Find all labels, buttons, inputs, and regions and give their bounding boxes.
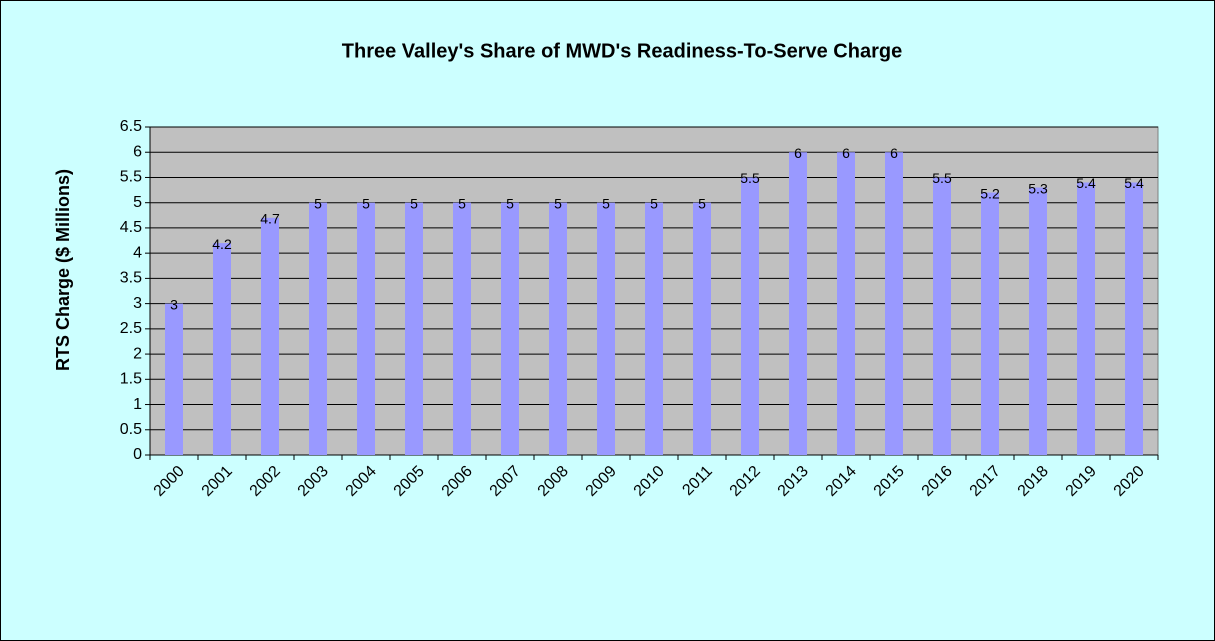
- chart-title: Three Valley's Share of MWD's Readiness-…: [342, 40, 902, 62]
- data-label: 5: [554, 195, 562, 211]
- y-tick-label: 5: [133, 194, 142, 211]
- bar: [693, 202, 711, 455]
- bar: [597, 202, 615, 455]
- y-tick-label: 5.5: [120, 169, 142, 186]
- bar: [213, 243, 231, 455]
- y-tick-label: 3: [133, 295, 142, 312]
- y-tick-label: 2.5: [120, 320, 142, 337]
- bar: [1125, 182, 1143, 455]
- bar: [453, 202, 471, 455]
- bar: [549, 202, 567, 455]
- data-label: 6: [842, 145, 850, 161]
- bar: [789, 152, 807, 455]
- bar: [357, 202, 375, 455]
- bar: [1029, 187, 1047, 456]
- data-label: 3: [170, 296, 178, 312]
- bar: [1077, 182, 1095, 455]
- bar: [741, 177, 759, 455]
- bar: [165, 303, 183, 455]
- bar: [885, 152, 903, 455]
- y-axis-label: RTS Charge ($ Millions): [53, 169, 73, 371]
- data-label: 5.4: [1124, 175, 1144, 191]
- bar: [309, 202, 327, 455]
- y-tick-label: 0.5: [120, 421, 142, 438]
- y-tick-label: 6.5: [120, 118, 142, 135]
- data-label: 6: [890, 145, 898, 161]
- data-label: 5: [602, 195, 610, 211]
- data-label: 5.5: [932, 170, 952, 186]
- data-label: 4.7: [260, 211, 280, 227]
- bar: [501, 202, 519, 455]
- bar: [837, 152, 855, 455]
- y-tick-label: 3.5: [120, 270, 142, 287]
- y-tick-label: 4: [133, 244, 142, 261]
- data-label: 5.2: [980, 185, 1000, 201]
- data-label: 5: [410, 195, 418, 211]
- y-tick-label: 1.5: [120, 371, 142, 388]
- data-label: 5: [506, 195, 514, 211]
- y-tick-label: 2: [133, 345, 142, 362]
- data-label: 5: [650, 195, 658, 211]
- data-label: 5: [698, 195, 706, 211]
- bar: [933, 177, 951, 455]
- data-label: 5.4: [1076, 175, 1096, 191]
- data-label: 5.3: [1028, 180, 1048, 196]
- y-tick-label: 6: [133, 143, 142, 160]
- data-label: 6: [794, 145, 802, 161]
- data-label: 5: [314, 195, 322, 211]
- bar: [261, 217, 279, 455]
- data-label: 5: [362, 195, 370, 211]
- y-tick-label: 4.5: [120, 219, 142, 236]
- bar: [981, 192, 999, 455]
- data-label: 5: [458, 195, 466, 211]
- data-label: 4.2: [212, 236, 232, 252]
- bar: [405, 202, 423, 455]
- data-label: 5.5: [740, 170, 760, 186]
- bar: [645, 202, 663, 455]
- y-tick-label: 0: [133, 446, 142, 463]
- y-tick-label: 1: [133, 396, 142, 413]
